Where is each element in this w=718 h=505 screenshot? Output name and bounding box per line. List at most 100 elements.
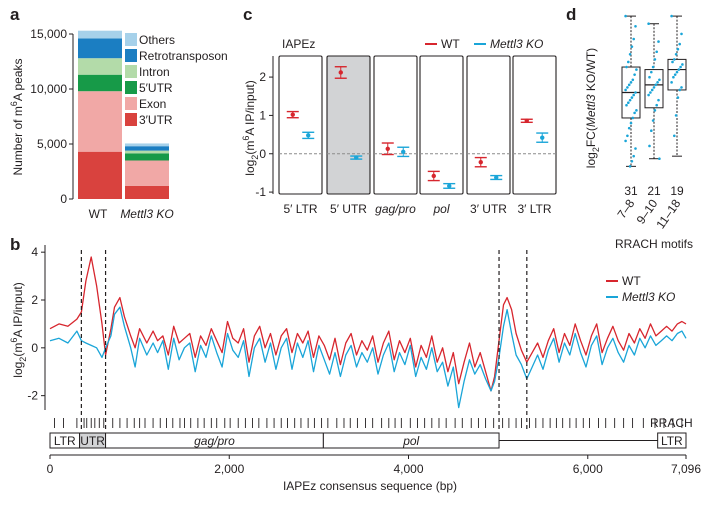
panel-d-point [633, 73, 636, 76]
panel-b-line-wt [49, 256, 687, 392]
panel-a-legend-swatch [125, 81, 137, 94]
panel-b-legend: WT Mettl3 KO [606, 274, 675, 304]
panel-letter-a: a [10, 5, 20, 24]
panel-d-point [650, 70, 653, 74]
panel-d-point [674, 114, 678, 117]
panel-c-category-label: 5′ LTR [283, 202, 317, 216]
panel-d-point [653, 109, 657, 112]
panel-b-x-tick-label: 4,000 [393, 462, 423, 476]
panel-c-point [338, 70, 343, 75]
panel-b-genome-label: gag/pro [194, 434, 235, 448]
panel-d-point [650, 88, 654, 92]
panel-a-bar-segment [78, 58, 122, 75]
panel-c-category-label: pol [432, 202, 449, 216]
panel-d-point [670, 14, 673, 18]
panel-a-bar-segment [78, 91, 122, 152]
panel-d-point [674, 52, 678, 56]
panel-d-point [676, 47, 680, 51]
panel-d-point [649, 91, 652, 94]
panel-d-point [633, 111, 636, 115]
panel-c-category-label: 3′ LTR [517, 202, 551, 216]
panel-d-point [650, 129, 653, 133]
panel-a-legend-swatch [125, 97, 137, 110]
panel-c-point [524, 118, 529, 123]
panel-c-facet-box [466, 55, 511, 195]
panel-c-category-label: 3′ UTR [470, 202, 507, 216]
panel-a-legend-swatch [125, 65, 137, 78]
panel-d-point [680, 86, 683, 89]
panel-c-facet-box [278, 55, 323, 195]
panel-d-point [655, 103, 658, 107]
panel-a-bar-segment [78, 30, 122, 39]
panel-d-point [678, 88, 681, 92]
panel-d-point [632, 154, 635, 158]
panel-d-point [630, 159, 634, 163]
panel-d-point [629, 121, 633, 125]
panel-c-category-label: 5′ UTR [330, 202, 367, 216]
panel-c-category-label: gag/pro [375, 202, 416, 216]
panel-d-point [648, 144, 651, 148]
panel-d-point [634, 147, 637, 150]
panel-d-point [679, 65, 682, 69]
panel-d-point [629, 81, 633, 84]
panel-d-y-axis-title: log2FC(Mettl3 KO/WT) [584, 48, 601, 168]
panel-c-point [354, 155, 359, 160]
panel-d-point [647, 93, 650, 97]
panel-d-category-label: 11–18 [653, 196, 683, 231]
panel-a-legend-label: 3′UTR [139, 113, 173, 127]
panel-b-x-tick-label: 6,000 [573, 462, 603, 476]
panel-a-y-tick-label: 0 [60, 192, 67, 206]
panel-a-bar-segment [125, 185, 169, 199]
panel-d-point [648, 75, 651, 79]
panel-c-point [306, 133, 311, 138]
panel-d-point [658, 78, 661, 82]
panel-a-legend-swatch [125, 49, 137, 62]
panel-d-point [655, 50, 658, 54]
panel-a-bar-segment [125, 150, 169, 154]
panel-c-point [431, 173, 436, 179]
panel-d-point [673, 73, 677, 76]
panel-a-legend-label: Intron [139, 65, 170, 79]
panel-d-count-label: 31 [624, 184, 638, 198]
panel-d-box-plot: log2FC(Mettl3 KO/WT) 317–8219–101911–18 … [584, 14, 693, 251]
panel-d-point [657, 40, 660, 43]
panel-b-rrach-label: RRACH [650, 416, 693, 430]
panel-a-bar-segment [78, 38, 122, 59]
panel-d-point [624, 88, 627, 92]
panel-a-legend-label: Retrotransposon [139, 49, 228, 63]
panel-c-facet-box [512, 55, 557, 195]
panel-b-genome-label: pol [402, 434, 419, 448]
panel-c-y-tick-label: 2 [259, 70, 266, 84]
panel-d-point [670, 81, 673, 84]
panel-d-point [677, 68, 681, 71]
panel-d-point [672, 75, 675, 79]
panel-d-point [654, 83, 658, 87]
legend-ko-label: Mettl3 KO [490, 37, 543, 51]
panel-a-bar-segment [78, 74, 122, 92]
panel-a-legend-label: Exon [139, 97, 166, 111]
panel-c-facet-box [326, 55, 371, 195]
panel-d-point [628, 52, 632, 56]
panel-d-point [673, 134, 676, 138]
panel-d-point [675, 70, 679, 74]
panel-letter-c: c [243, 5, 252, 24]
panel-a-y-tick-label: 10,000 [30, 82, 67, 96]
panel-b-genome-segment [657, 432, 687, 449]
panel-d-point [626, 134, 629, 138]
panel-b-genome-label: LTR [661, 434, 683, 448]
panel-b-genome-label: UTR [80, 434, 105, 448]
panel-c-dot-plot: IAPEz log2(m6A IP/input) WT Mettl3 KO -1… [241, 37, 557, 216]
panel-letter-b: b [10, 235, 20, 254]
panel-b-x-tick-label: 2,000 [214, 462, 244, 476]
panel-d-point [658, 157, 661, 161]
panel-d-point [656, 81, 659, 84]
panel-d-point [631, 116, 635, 120]
panel-c-title: IAPEz [282, 37, 315, 51]
panel-b-legend-wt-label: WT [622, 274, 641, 288]
panel-c-legend: WT Mettl3 KO [425, 37, 543, 51]
panel-c-point [447, 183, 452, 189]
panel-d-point [628, 165, 632, 168]
panel-a-y-axis-title: Number of m6A peaks [9, 58, 25, 175]
legend-wt-label: WT [441, 37, 460, 51]
panel-b-x-axis-title: IAPEz consensus sequence (bp) [283, 479, 457, 493]
